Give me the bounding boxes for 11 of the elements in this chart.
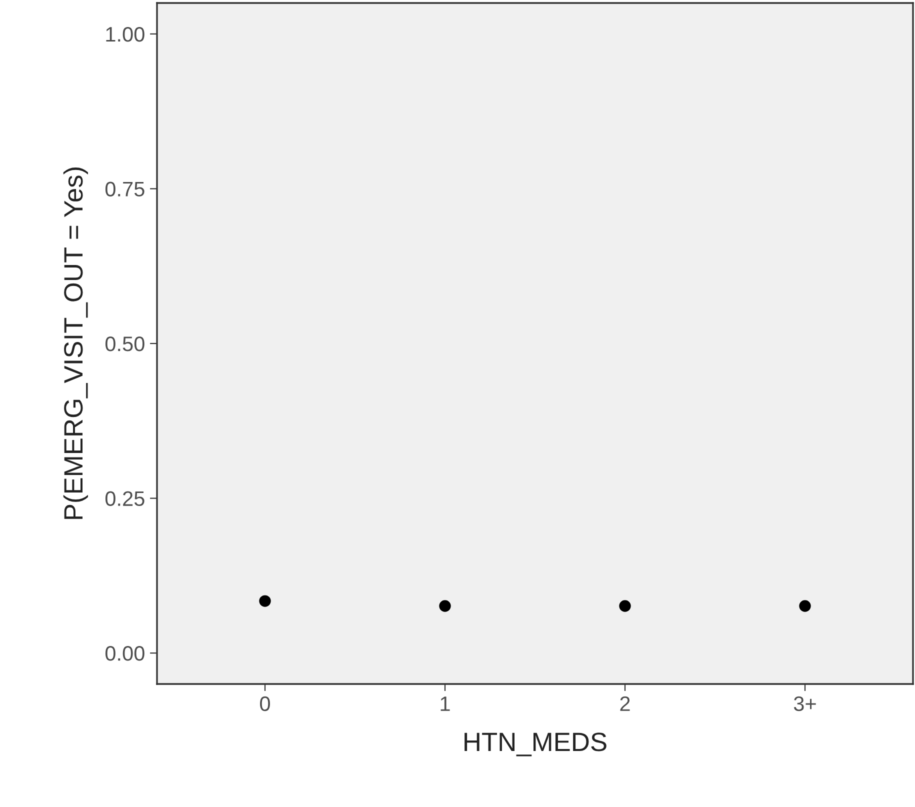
y-tick-label: 0.50 <box>105 336 144 352</box>
x-axis-title: HTN_MEDS <box>464 732 606 756</box>
y-tick-label: 0.00 <box>105 646 144 661</box>
x-tick-label: 3+ <box>794 696 816 712</box>
y-tick-label: 0.75 <box>105 182 144 196</box>
x-tick-label: 0 <box>260 696 270 712</box>
y-axis-title: P(EMERG_VISIT_OUT = Yes) <box>63 168 88 519</box>
y-tick-label: 0.25 <box>105 491 144 506</box>
y-tick-label: 1.00 <box>106 26 144 42</box>
x-tick-label: 1 <box>440 696 450 711</box>
x-tick-label: 2 <box>620 696 630 711</box>
